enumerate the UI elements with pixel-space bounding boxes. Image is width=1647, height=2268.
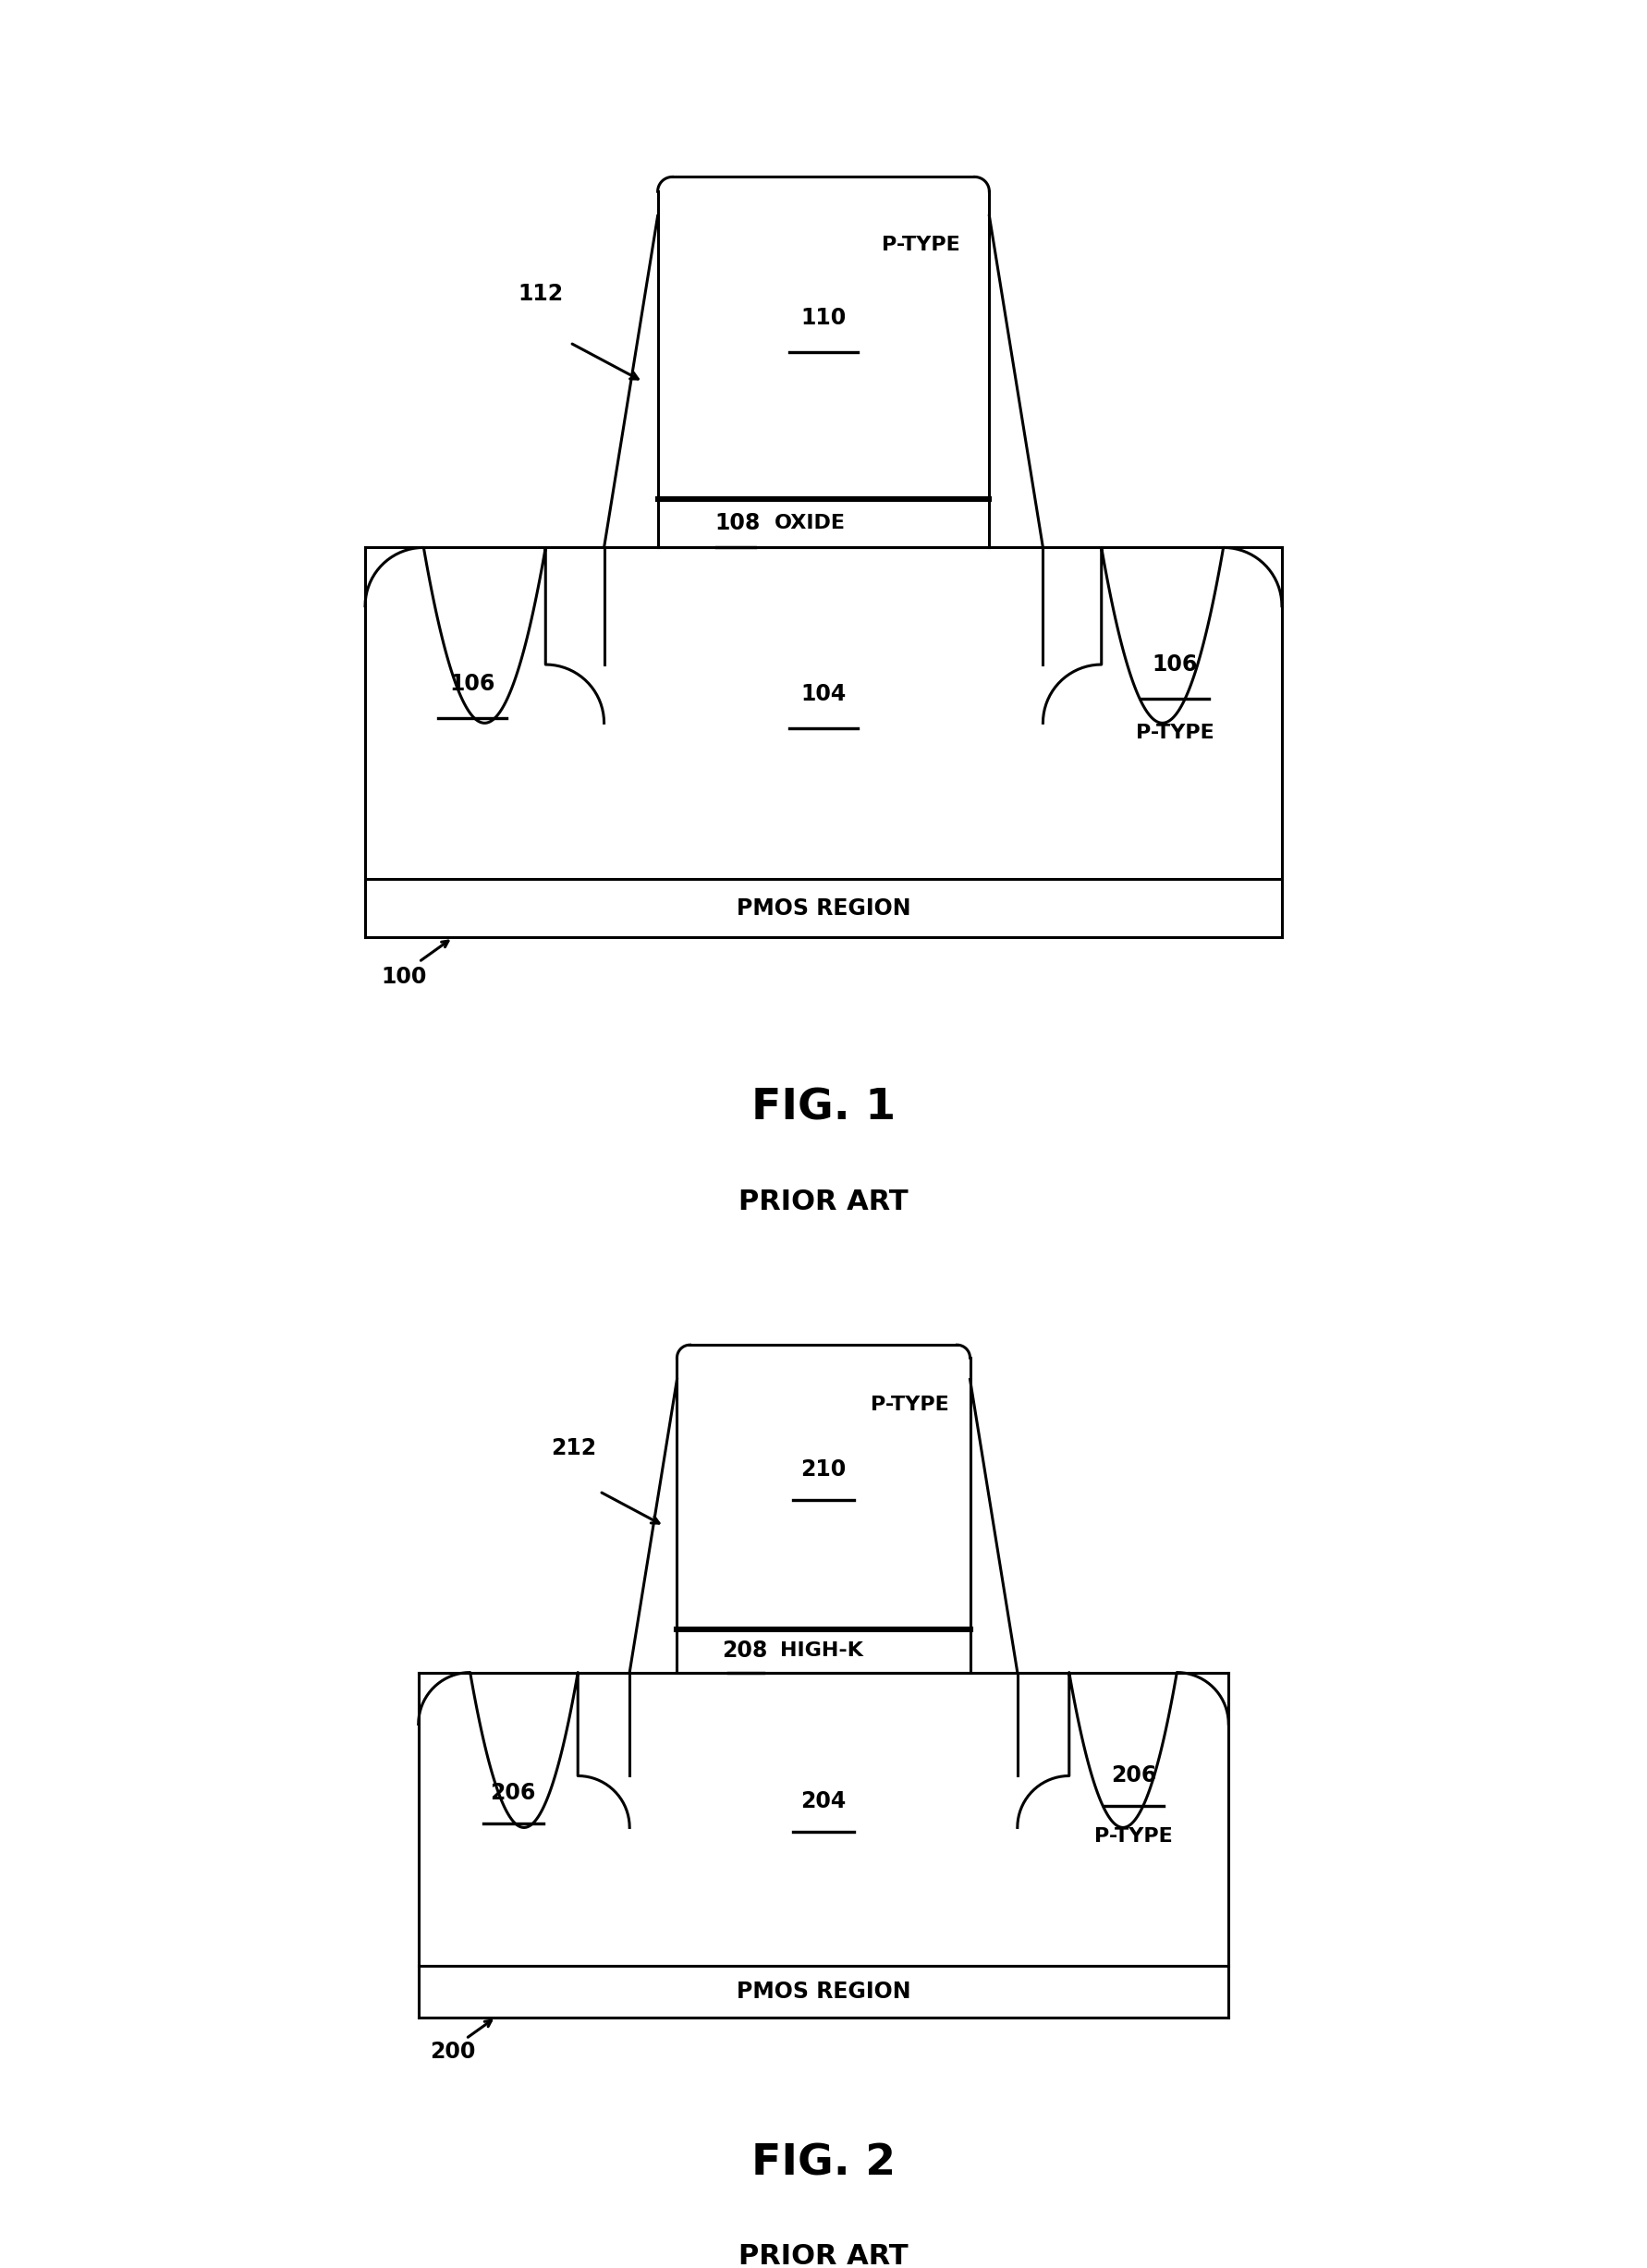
Text: PMOS REGION: PMOS REGION <box>736 1980 911 2003</box>
Text: 206: 206 <box>1112 1765 1156 1787</box>
Text: FIG. 1: FIG. 1 <box>751 1089 896 1129</box>
Text: 100: 100 <box>382 966 427 987</box>
Text: 212: 212 <box>550 1438 596 1458</box>
Text: 104: 104 <box>800 683 847 705</box>
Text: 106: 106 <box>1151 653 1197 676</box>
Text: 206: 206 <box>491 1783 535 1803</box>
Text: P-TYPE: P-TYPE <box>1095 1828 1173 1846</box>
Text: 208: 208 <box>721 1640 768 1662</box>
Text: 204: 204 <box>800 1792 847 1812</box>
Text: OXIDE: OXIDE <box>774 515 847 533</box>
Text: 200: 200 <box>430 2041 476 2062</box>
Text: PRIOR ART: PRIOR ART <box>738 1188 909 1216</box>
Text: PRIOR ART: PRIOR ART <box>738 2243 909 2268</box>
Text: P-TYPE: P-TYPE <box>881 236 960 254</box>
Text: PMOS REGION: PMOS REGION <box>736 898 911 919</box>
Text: P-TYPE: P-TYPE <box>871 1397 949 1415</box>
Text: 110: 110 <box>800 306 847 329</box>
Text: 112: 112 <box>517 284 563 304</box>
Text: 210: 210 <box>800 1458 847 1481</box>
Text: HIGH-K: HIGH-K <box>781 1642 863 1660</box>
Text: 108: 108 <box>715 513 761 535</box>
Text: FIG. 2: FIG. 2 <box>751 2143 896 2184</box>
Text: P-TYPE: P-TYPE <box>1135 723 1214 742</box>
Text: 106: 106 <box>450 674 496 694</box>
